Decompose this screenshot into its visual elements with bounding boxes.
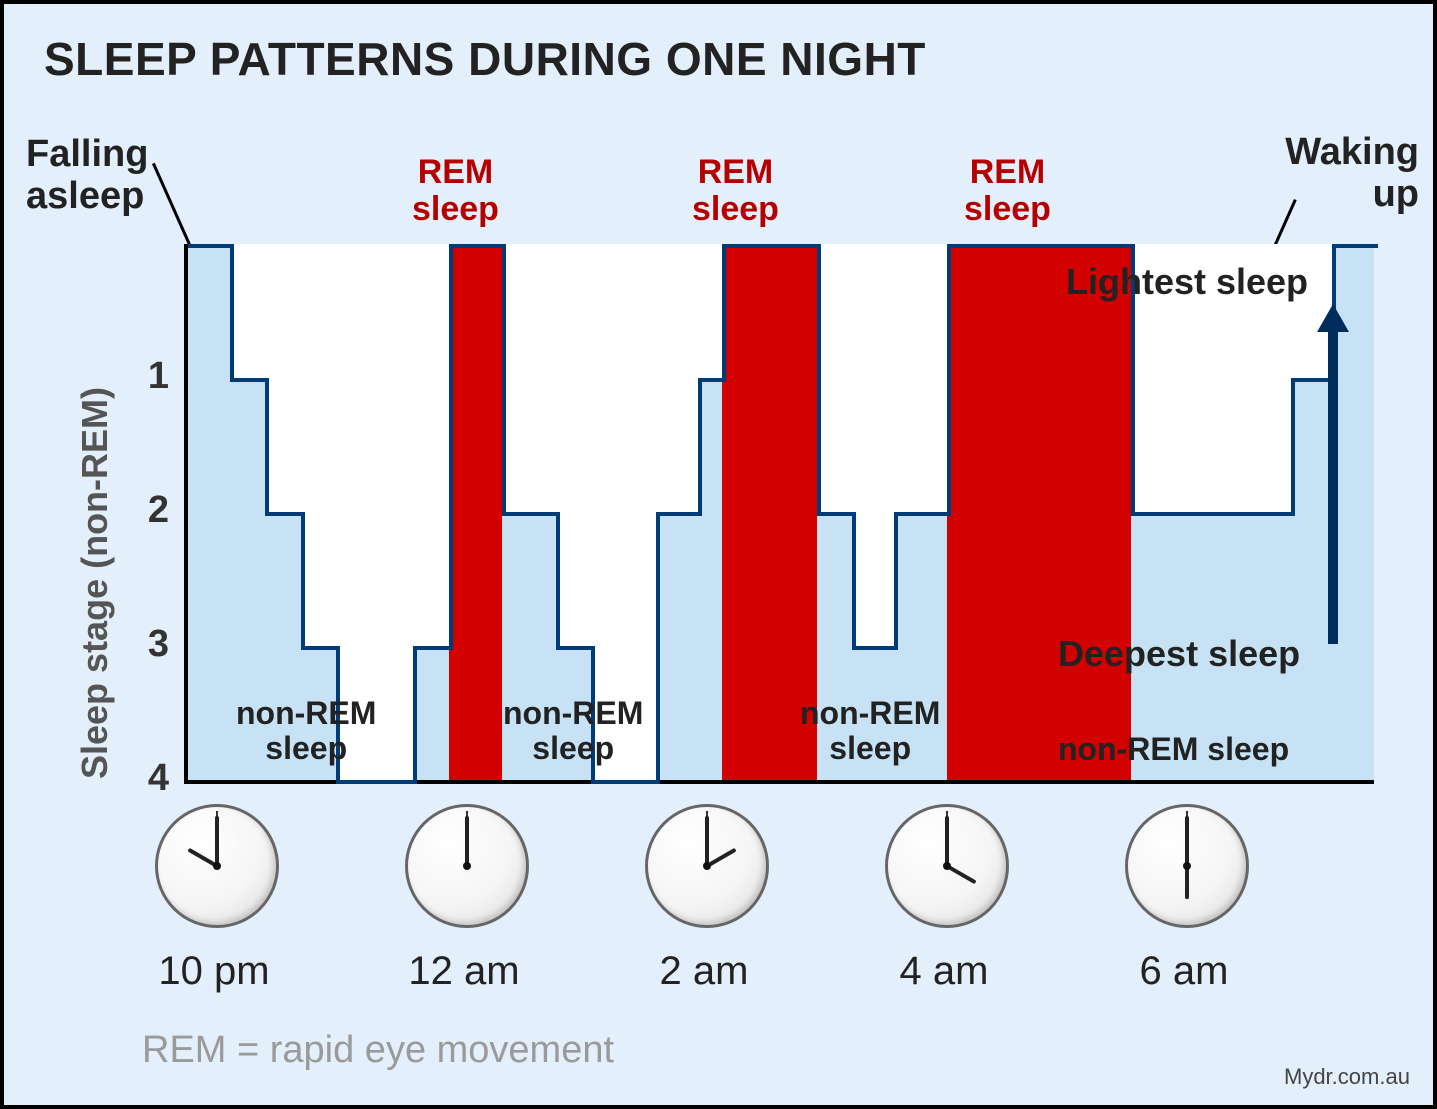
source-attr: Mydr.com.au	[1284, 1064, 1410, 1090]
clock-icon	[155, 804, 279, 928]
x-tick-label: 2 am	[624, 949, 784, 994]
rem-label: REMsleep	[692, 154, 779, 229]
nonrem-label: non-REMsleep	[503, 696, 643, 766]
falling-asleep-pointer	[152, 163, 191, 246]
nonrem-label: non-REMsleep	[236, 696, 376, 766]
depth-arrow-head	[1317, 304, 1349, 332]
clock-icon	[405, 804, 529, 928]
y-tick: 1	[124, 355, 169, 398]
clock-icon	[885, 804, 1009, 928]
chart-title: SLEEP PATTERNS DURING ONE NIGHT	[44, 32, 926, 86]
footnote: REM = rapid eye movement	[142, 1029, 614, 1072]
nonrem-label: non-REMsleep	[800, 696, 940, 766]
y-tick: 3	[124, 623, 169, 666]
x-tick-label: 12 am	[384, 949, 544, 994]
rem-label: REMsleep	[964, 154, 1051, 229]
y-axis-label: Sleep stage (non-REM)	[74, 387, 116, 779]
deepest-sleep-label: Deepest sleep	[1058, 634, 1300, 674]
rem-label: REMsleep	[412, 154, 499, 229]
plot-area: non-REMsleep non-REMsleep non-REMsleep Lig…	[184, 244, 1374, 784]
y-tick: 2	[124, 489, 169, 532]
y-tick: 4	[124, 757, 169, 800]
clock-icon	[1125, 804, 1249, 928]
x-tick-label: 6 am	[1104, 949, 1264, 994]
x-tick-label: 10 pm	[134, 949, 294, 994]
lightest-sleep-label: Lightest sleep	[1066, 262, 1308, 302]
x-tick-label: 4 am	[864, 949, 1024, 994]
nonrem-right-label: non-REM sleep	[1058, 732, 1289, 767]
rem-bar	[947, 244, 1131, 780]
depth-arrow	[1328, 332, 1338, 644]
rem-bar	[449, 244, 502, 780]
chart-container: SLEEP PATTERNS DURING ONE NIGHT Sleep st…	[0, 0, 1437, 1109]
falling-asleep-label: Fallingasleep	[26, 134, 148, 218]
clock-icon	[645, 804, 769, 928]
